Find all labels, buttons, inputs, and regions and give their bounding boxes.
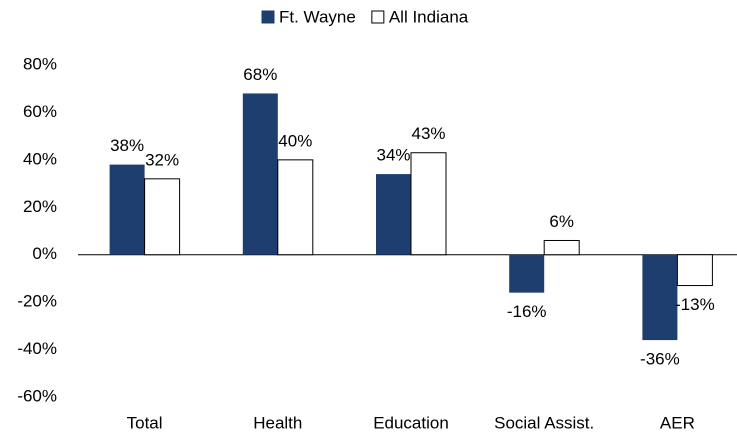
y-tick-label: 20% (23, 197, 57, 216)
value-label: 38% (110, 136, 144, 155)
value-label: 68% (243, 65, 277, 84)
bar (543, 239, 580, 256)
bar (109, 164, 145, 255)
value-label: 40% (278, 131, 312, 150)
value-label: 6% (549, 212, 574, 231)
y-tick-label: -60% (17, 386, 57, 405)
value-label: -13% (675, 295, 715, 314)
bar (277, 159, 314, 256)
value-label: -36% (640, 350, 680, 369)
y-tick-label: 40% (23, 149, 57, 168)
legend-label: Ft. Wayne (279, 7, 356, 26)
bar (676, 254, 713, 287)
value-label: 43% (411, 124, 445, 143)
value-label: 32% (145, 150, 179, 169)
x-tick-label: Social Assist. (494, 413, 594, 432)
y-tick-label: 80% (23, 54, 57, 73)
bar (410, 152, 447, 256)
legend-swatch (261, 10, 275, 24)
y-tick-label: 60% (23, 102, 57, 121)
value-label: 34% (376, 146, 410, 165)
y-tick-label: -40% (17, 339, 57, 358)
legend-swatch (371, 10, 385, 24)
x-tick-label: AER (660, 413, 695, 432)
value-label: -16% (507, 302, 547, 321)
bar (144, 178, 181, 256)
bar (376, 174, 411, 255)
y-tick-label: 0% (32, 244, 57, 263)
bar (242, 93, 278, 255)
x-tick-label: Health (253, 413, 302, 432)
y-tick-label: -20% (17, 292, 57, 311)
x-tick-label: Education (373, 413, 449, 432)
bar (509, 254, 545, 293)
x-tick-label: Total (127, 413, 163, 432)
bar (642, 254, 678, 341)
legend-label: All Indiana (389, 7, 469, 26)
